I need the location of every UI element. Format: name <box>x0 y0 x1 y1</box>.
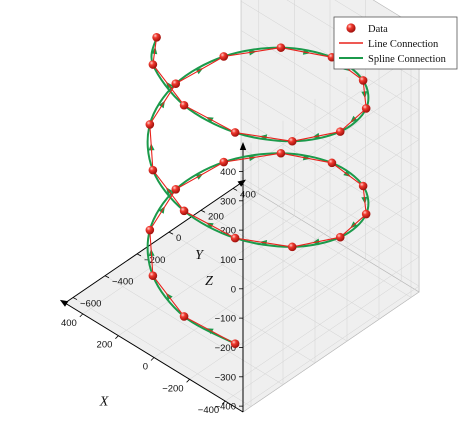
z-axis-line <box>239 142 247 412</box>
x-axis-title: X <box>99 395 109 410</box>
y-tick-label: −400 <box>112 277 133 288</box>
data-point <box>358 76 368 85</box>
grid-line <box>118 215 295 336</box>
grid-line <box>242 51 420 172</box>
data-point <box>171 184 181 194</box>
data-point <box>179 206 189 216</box>
x-tick-label: 0 <box>143 362 148 373</box>
grid-line <box>189 259 366 380</box>
z-tick-label: 100 <box>220 255 236 266</box>
tick-mark <box>136 253 142 257</box>
data-point <box>287 136 297 146</box>
data-point <box>179 100 189 110</box>
data-point <box>361 104 371 113</box>
grid-line <box>153 237 331 358</box>
data-point <box>145 120 155 129</box>
data-point <box>358 181 368 191</box>
data-point <box>148 165 158 175</box>
grid-line <box>242 80 420 202</box>
tick-mark <box>150 357 155 361</box>
tick-mark <box>72 297 78 300</box>
y-tick-label: 0 <box>176 233 181 244</box>
grid-line <box>242 227 420 348</box>
grid-line <box>82 193 259 315</box>
data-point <box>287 242 297 252</box>
data-point <box>230 233 240 243</box>
y-axis-line <box>64 179 246 304</box>
data-point <box>179 312 189 321</box>
line-connection <box>149 37 367 345</box>
tick-mark <box>221 400 226 405</box>
x-tick-label: 200 <box>97 340 113 351</box>
data-point <box>327 158 337 168</box>
data-point <box>152 32 161 42</box>
y-tick-label: −600 <box>80 299 101 310</box>
data-point <box>276 43 286 52</box>
z-tick-label: 400 <box>220 167 236 178</box>
legend-label-spline: Spline Connection <box>368 54 447 65</box>
legend-label-line: Line Connection <box>368 39 439 50</box>
tick-mark <box>104 275 110 279</box>
data-point <box>219 157 229 167</box>
grid-line <box>242 285 420 407</box>
z-tick-label: 200 <box>220 226 236 237</box>
grid-line <box>242 256 420 378</box>
z-tick-label: 300 <box>220 196 236 207</box>
data-point <box>219 52 229 61</box>
tick-mark <box>232 188 238 191</box>
data-point <box>148 60 158 69</box>
legend-label-data: Data <box>368 24 388 35</box>
z-tick-label: −200 <box>215 343 236 354</box>
grid-line <box>242 109 420 231</box>
z-axis-title: Z <box>205 274 213 289</box>
data-point <box>276 148 286 158</box>
grid-line <box>225 280 402 402</box>
y-axis-title: Y <box>195 248 205 263</box>
data-point <box>361 209 371 219</box>
grid-line <box>242 168 420 290</box>
tick-mark <box>168 231 174 235</box>
legend-marker-data <box>346 23 356 33</box>
legend: Data Line Connection Spline Connection <box>333 16 458 70</box>
tick-mark <box>115 335 119 339</box>
z-tick-label: −400 <box>215 402 236 413</box>
data-point <box>145 225 155 235</box>
z-tick-label: −300 <box>215 372 236 383</box>
y-tick-label: −200 <box>144 255 165 266</box>
z-tick-label: 0 <box>231 284 236 295</box>
x-tick-label: −400 <box>198 405 219 416</box>
grid-line <box>242 197 420 319</box>
data-point <box>335 127 345 136</box>
y-tick-label: 200 <box>208 211 224 222</box>
tick-mark <box>200 209 206 213</box>
y-tick-label: 400 <box>240 189 256 200</box>
z-tick-label: −100 <box>215 314 236 325</box>
tick-mark <box>186 379 190 383</box>
data-point <box>171 79 181 88</box>
data-point <box>335 232 345 242</box>
tick-labels: −400 −300 −200 −100 0 100 200 300 400 −400 −200 0 20… <box>61 167 256 416</box>
x-tick-label: 400 <box>61 318 77 329</box>
data-point <box>148 271 158 281</box>
grid-line <box>242 139 420 260</box>
data-point <box>230 339 240 348</box>
line-connection-path <box>149 37 367 345</box>
data-point <box>230 128 240 137</box>
x-tick-label: −200 <box>162 383 183 394</box>
tick-mark <box>79 313 84 318</box>
